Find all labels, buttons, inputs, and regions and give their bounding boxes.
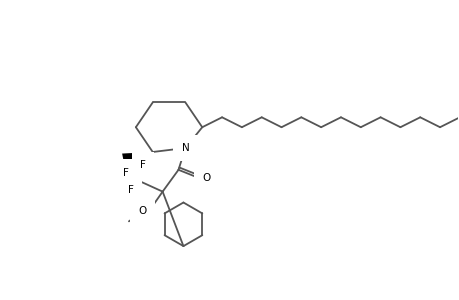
Text: F: F	[140, 160, 146, 170]
Text: N: N	[181, 143, 189, 153]
Text: F: F	[123, 168, 129, 178]
Text: F: F	[128, 184, 134, 195]
Polygon shape	[122, 152, 152, 162]
Text: O: O	[138, 206, 146, 216]
Text: O: O	[202, 173, 210, 183]
